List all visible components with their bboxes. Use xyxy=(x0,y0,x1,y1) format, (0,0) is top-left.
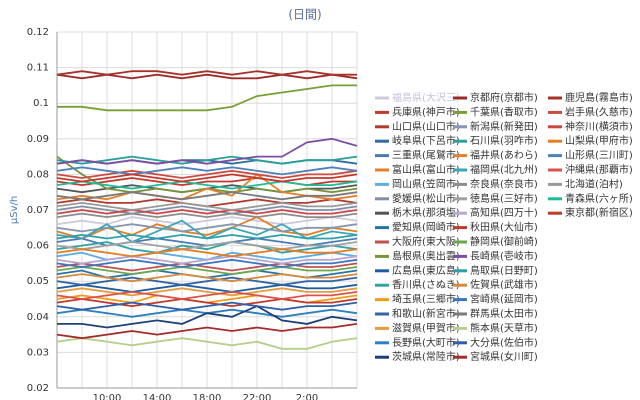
series-line xyxy=(56,276,358,286)
legend-label: 大阪府(東大阪) xyxy=(392,235,460,248)
legend-label: 静岡県(御前崎) xyxy=(470,235,538,248)
legend-label: 長野県(大町市) xyxy=(392,336,460,349)
legend-label: 山形県(三川町) xyxy=(565,150,633,162)
legend-label: 沖縄県(那覇市) xyxy=(565,163,633,176)
legend-label: 宮崎県(延岡市) xyxy=(470,293,538,306)
legend-label: 東京都(新宿区) xyxy=(565,206,633,219)
y-tick-label: 0.03 xyxy=(27,347,49,358)
x-tick-label: 18:00 xyxy=(193,393,222,400)
y-tick-label: 0.09 xyxy=(27,134,49,145)
legend-label: 北海道(泊村) xyxy=(565,177,623,190)
legend-label: 香川県(さぬき) xyxy=(392,279,460,291)
legend-label: 高知県(四万十) xyxy=(470,206,538,219)
legend-label: 秋田県(大仙市) xyxy=(470,221,538,234)
series-line xyxy=(56,155,358,165)
legend-label: 山梨県(甲府市) xyxy=(565,134,633,147)
series-line xyxy=(56,180,358,190)
series-line xyxy=(56,255,358,265)
x-tick-label: 14:00 xyxy=(143,393,172,400)
series-line xyxy=(56,273,358,283)
legend-label: 群馬県(太田市) xyxy=(470,307,538,320)
y-tick-label: 0.08 xyxy=(27,169,49,180)
series-line xyxy=(56,233,358,240)
y-tick-label: 0.06 xyxy=(27,241,49,252)
legend-label: 石川県(羽咋市) xyxy=(470,134,538,147)
legend-label: 鹿児島(霧島市) xyxy=(565,91,633,104)
series-line xyxy=(57,305,358,329)
legend-label: 福岡県(北九州) xyxy=(470,163,538,176)
legend-label: 岐阜県(下呂市) xyxy=(392,134,460,147)
y-tick-label: 0.04 xyxy=(27,312,49,323)
y-tick-label: 0.1 xyxy=(33,98,49,109)
legend-label: 三重県(尾鷲市) xyxy=(392,149,460,162)
y-tick-label: 0.02 xyxy=(27,383,49,394)
legend-label: 兵庫県(神戸市) xyxy=(392,105,460,118)
legend-label: 鳥取県(日野町) xyxy=(470,264,538,277)
series-line xyxy=(56,166,358,176)
series-line xyxy=(57,84,357,112)
legend-label: 山口県(山口市) xyxy=(392,120,460,133)
series-line xyxy=(56,212,358,219)
legend-label: 和歌山(新宮市) xyxy=(392,307,460,320)
series-line xyxy=(56,248,358,258)
series-line xyxy=(56,298,358,308)
legend-label: 佐賀県(武雄市) xyxy=(470,278,538,291)
series-line xyxy=(56,169,358,179)
series-line xyxy=(56,301,358,311)
legend-label: 愛知県(岡崎市) xyxy=(392,221,460,234)
legend-label: 神奈川(横須市) xyxy=(565,120,633,133)
legend-label: 富山県(富山市) xyxy=(392,163,460,176)
series-line xyxy=(56,201,358,211)
legend-label: 宮城県(女川町) xyxy=(470,350,538,363)
legend-label: 岡山県(笠岡市) xyxy=(392,177,460,190)
y-tick-label: 0.07 xyxy=(27,205,49,216)
series-line xyxy=(56,258,358,268)
legend-label: 奈良県(奈良市) xyxy=(470,177,538,190)
legend-label: 広島県(東広島) xyxy=(392,264,460,277)
legend-label: 福井県(あわら) xyxy=(470,149,538,162)
legend-label: 熊本県(天草市) xyxy=(470,321,538,334)
series-line xyxy=(56,262,358,272)
legend-label: 千葉県(香取市) xyxy=(470,105,538,118)
y-tick-label: 0.12 xyxy=(27,27,49,38)
legend-label: 栃木県(那須塩) xyxy=(392,206,460,219)
series-line xyxy=(56,323,358,340)
y-axis-label: μSv/h xyxy=(9,196,20,224)
legend-label: 茨城県(常陸市) xyxy=(392,350,460,363)
legend-label: 京都府(京都市) xyxy=(470,91,538,104)
legend-label: 大分県(佐伯市) xyxy=(470,336,538,349)
y-tick-label: 0.11 xyxy=(27,63,49,74)
series-line xyxy=(56,290,358,300)
series-line xyxy=(56,266,358,276)
legend-label: 愛媛県(松山市) xyxy=(392,192,460,205)
legend-label: 岩手県(久慈市) xyxy=(565,105,633,118)
series-line xyxy=(56,241,358,251)
legend-label: 埼玉県(三郷市) xyxy=(392,293,460,306)
y-tick-label: 0.05 xyxy=(27,276,49,287)
x-tick-label: 10:00 xyxy=(93,393,122,400)
series-line xyxy=(56,209,358,215)
series-line xyxy=(56,223,358,233)
series-line xyxy=(56,337,358,350)
legend-label: 徳島県(三好市) xyxy=(470,192,538,205)
legend-label: 福島県(大沢三) xyxy=(392,91,460,104)
series-line xyxy=(56,173,358,183)
x-tick-label: 22:00 xyxy=(243,393,272,400)
legend-label: 長崎県(壱岐市) xyxy=(470,249,538,262)
legend-label: 青森県(六ヶ所) xyxy=(565,192,633,205)
series-line xyxy=(56,70,357,76)
legend-label: 島根県(奥出雲) xyxy=(392,249,460,262)
series-line xyxy=(56,287,358,297)
series-line xyxy=(56,137,358,165)
x-tick-label: 2:00 xyxy=(296,393,318,400)
series-line xyxy=(56,191,358,201)
series-line xyxy=(56,241,358,254)
legend-label: 滋賀県(甲賀市) xyxy=(392,321,460,334)
series-line xyxy=(56,205,358,215)
legend-label: 新潟県(新発田) xyxy=(470,120,538,133)
series-line xyxy=(56,283,358,293)
chart-title: (日間) xyxy=(288,8,321,22)
